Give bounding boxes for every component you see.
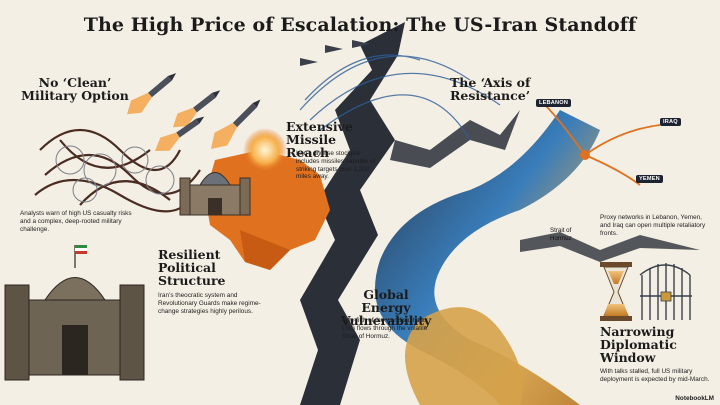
oil-stream (405, 307, 523, 405)
gate-padlock (660, 291, 672, 302)
political-fortress (4, 245, 145, 381)
missile-trails (299, 54, 501, 141)
launching-missiles (127, 73, 261, 152)
fortress-missile-site (179, 172, 251, 216)
tag-yemen: YEMEN (636, 175, 663, 183)
footer-brand: NotebookLM (675, 395, 714, 402)
page-title: The High Price of Escalation: The US-Ira… (83, 14, 637, 36)
energy-heading: Global Energy Vulnerability (340, 287, 432, 328)
crack-branch (390, 110, 520, 168)
network-hub (580, 150, 590, 160)
tag-lebanon: LEBANON (536, 99, 572, 107)
missile-heads (300, 40, 370, 66)
axis-body: Proxy networks in Lebanon, Yemen, and Ir… (600, 214, 706, 237)
hourglass (600, 262, 632, 321)
military-heading: No ‘Clean’ Military Option (21, 75, 129, 103)
energy-body: One-fifth of the world’s oil and LNG flo… (342, 317, 428, 340)
crack-branch-right (520, 232, 700, 262)
political-heading: Resilient Political Structure (158, 247, 226, 288)
axis-heading: The ‘Axis of Resistance’ (450, 75, 531, 103)
closing-gate (639, 263, 692, 320)
political-body: Iran’s theocratic system and Revolutiona… (158, 292, 261, 315)
iran-map-shade (240, 230, 290, 270)
iran-map (205, 150, 330, 270)
military-body: Analysts warn of high US casualty risks … (20, 210, 132, 233)
missile-heading: Extensive Missile Reach (286, 119, 353, 160)
ground-crack (300, 22, 405, 405)
strait-label: Strait of Hormuz (550, 227, 572, 242)
explosion-glow (243, 128, 287, 172)
missile-body: Iran’s diverse stockpile includes missil… (296, 150, 376, 181)
diplomatic-body: With talks stalled, full US military dep… (600, 368, 710, 383)
tag-iraq: IRAQ (660, 118, 681, 126)
diplomatic-heading: Narrowing Diplomatic Window (600, 324, 677, 365)
wire-loops (55, 145, 175, 203)
